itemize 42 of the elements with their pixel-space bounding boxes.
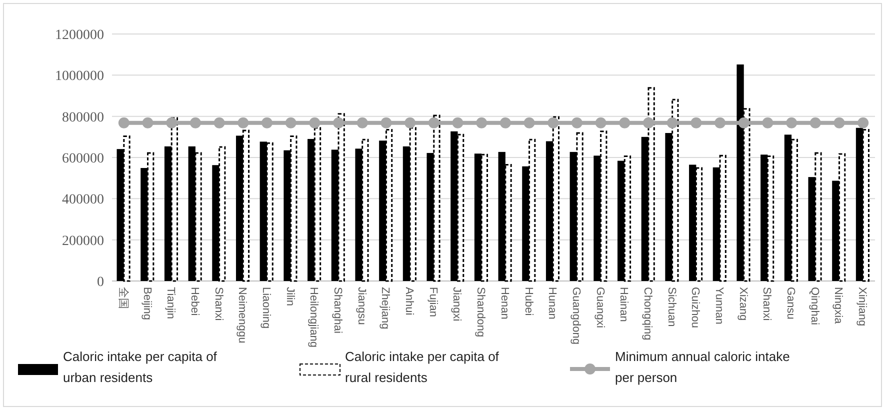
x-tick-label: Anhui: [403, 287, 416, 316]
y-tick-label: 0: [97, 275, 104, 290]
x-tick-label: Jiangsu: [355, 287, 368, 325]
x-tick-label: Heilongjiang: [308, 287, 320, 348]
x-tick-label: Liaoning: [260, 287, 272, 329]
x-tick-label: Zhejiang: [379, 287, 392, 330]
x-tick-label: Jilin: [284, 287, 296, 306]
x-tick-label: Fujian: [426, 287, 439, 317]
x-tick-label: Shanghai: [332, 287, 344, 334]
legend-label: Caloric intake per capita of urban residents: [63, 349, 218, 385]
x-tick-label: Hubei: [522, 287, 534, 316]
x-tick-label: Hebei: [188, 287, 200, 316]
x-tick-label: Guangdong: [570, 287, 582, 344]
x-tick-label: Hunan: [546, 287, 558, 320]
y-tick-label: 800000: [62, 110, 104, 126]
y-tick-label: 400000: [62, 192, 104, 208]
x-tick-label: Chongqing: [641, 287, 654, 340]
legend-label: Caloric intake per capita of rural residents: [345, 349, 500, 385]
x-tick-label: 全国: [116, 287, 129, 309]
x-tick-label: Gansu: [784, 287, 797, 320]
x-tick-label: Guizhou: [689, 287, 702, 328]
y-tick-label: 1000000: [55, 69, 104, 84]
x-tick-label: Guangxi: [594, 287, 606, 328]
y-tick-label: 600000: [62, 152, 104, 166]
x-tick-label: Jiangxi: [450, 287, 463, 322]
y-tick-label: 1200000: [55, 28, 104, 43]
x-tick-label: Tianjin: [164, 287, 177, 319]
x-tick-label: Shanxi: [212, 287, 224, 321]
y-tick-label: 200000: [62, 234, 104, 249]
x-tick-label: Henan: [498, 287, 510, 320]
x-tick-label: Neimenggu: [236, 287, 248, 344]
legend-label: Minimum annual caloric intake per person: [615, 349, 790, 385]
x-tick-label: Shandong: [474, 287, 487, 338]
x-tick-label: Qinghai: [808, 287, 820, 325]
x-tick-label: Sichuan: [665, 287, 678, 327]
x-tick-label: Beijing: [140, 287, 153, 320]
x-tick-label: Yunnan: [713, 287, 726, 324]
x-tick-label: Xinjiang: [856, 287, 868, 326]
x-tick-label: Shanxi: [760, 287, 773, 321]
x-tick-label: Xizang: [736, 287, 749, 321]
x-tick-label: Hainan: [618, 287, 630, 322]
x-tick-label: Ningxia: [832, 287, 844, 325]
